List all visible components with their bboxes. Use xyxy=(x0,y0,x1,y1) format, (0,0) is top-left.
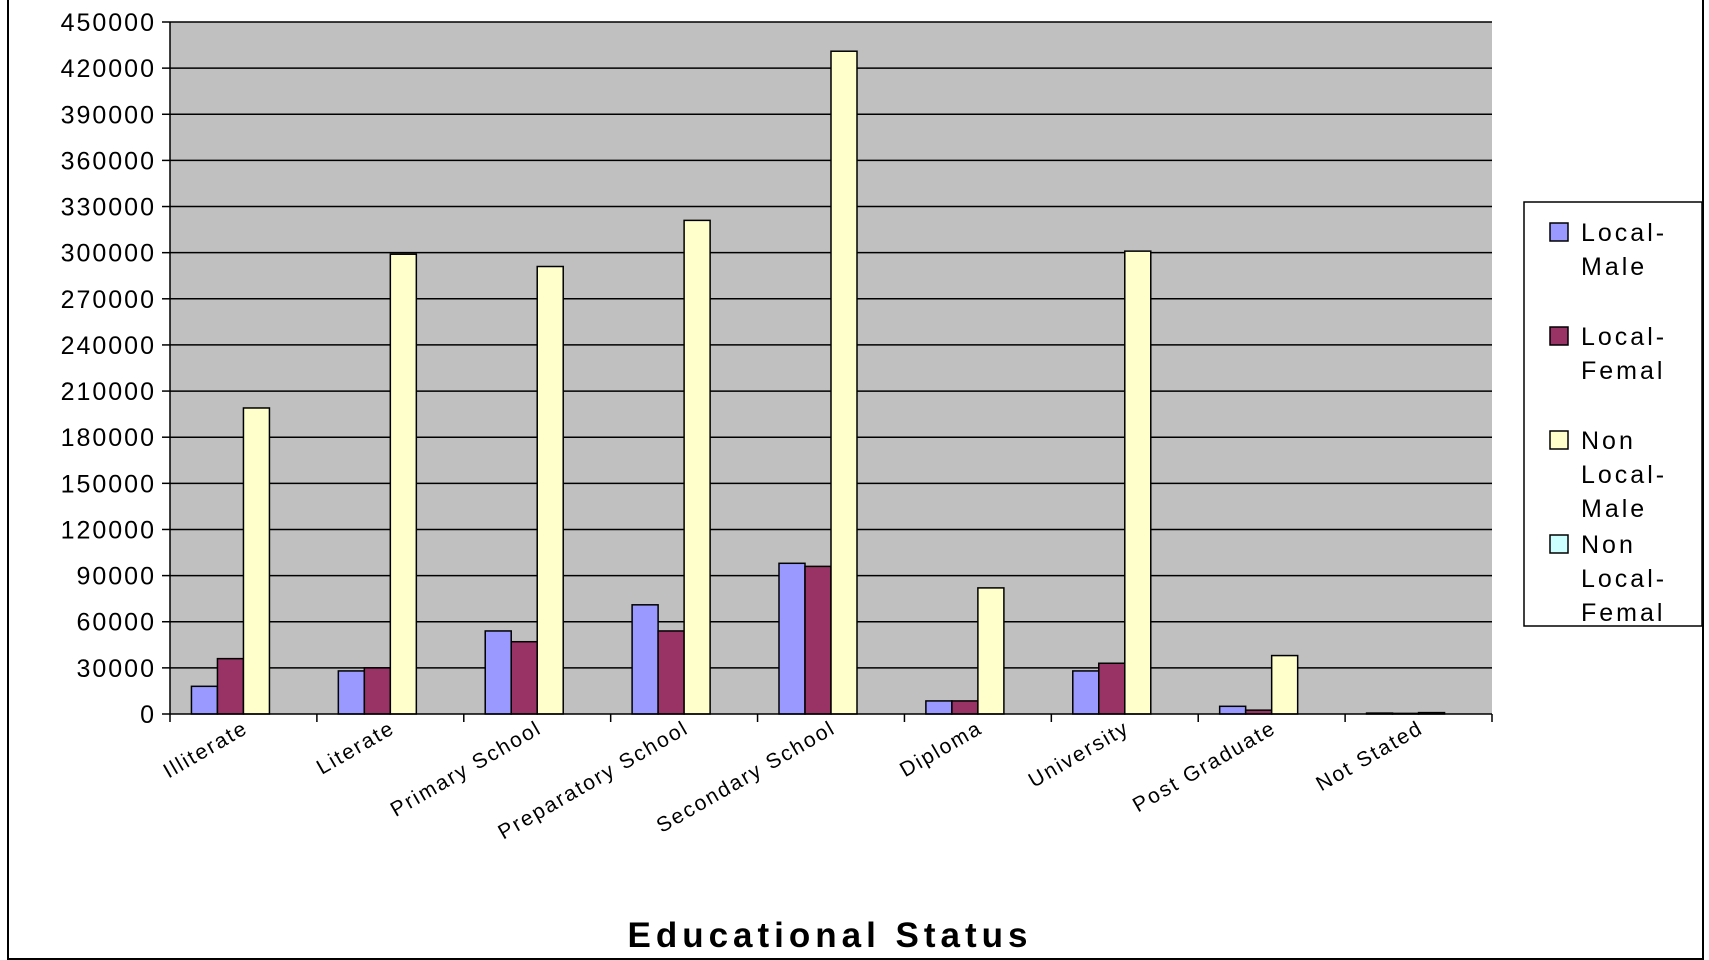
bar-local-femal xyxy=(1098,662,1126,715)
x-tick-label: Post Graduate xyxy=(1129,716,1280,817)
bar-local-male xyxy=(484,630,512,715)
x-tick-label: Literate xyxy=(313,716,399,779)
legend-box xyxy=(1523,201,1703,627)
bar-local-male xyxy=(1218,705,1247,715)
y-tick-label: 30000 xyxy=(76,655,156,683)
y-tick-label: 330000 xyxy=(61,194,156,222)
bar-local-femal xyxy=(216,657,245,715)
bar-local-male xyxy=(778,562,806,715)
bar-local-male xyxy=(631,604,659,715)
legend-label: Non Local-Femal xyxy=(1581,531,1667,627)
y-tick-label: 390000 xyxy=(61,101,156,129)
bar-non-local-male xyxy=(830,50,858,715)
y-tick-label: 90000 xyxy=(76,563,156,591)
y-tick-label: 180000 xyxy=(61,424,156,452)
legend-swatch xyxy=(1549,430,1569,450)
y-tick-label: 0 xyxy=(140,701,156,729)
y-tick-label: 450000 xyxy=(61,9,156,37)
bar-local-femal xyxy=(951,700,979,715)
y-tick-label: 420000 xyxy=(61,55,156,83)
y-tick-label: 300000 xyxy=(61,240,156,268)
x-tick-label: Illiterate xyxy=(159,716,252,783)
x-tick-label: Not Stated xyxy=(1312,716,1427,796)
axes xyxy=(162,21,1493,722)
legend-swatch xyxy=(1549,326,1569,346)
bars xyxy=(190,50,1446,715)
bar-local-male xyxy=(190,685,219,715)
bar-non-local-male xyxy=(977,587,1005,715)
bar-non-local-male xyxy=(683,219,711,715)
bar-non-local-male xyxy=(1270,654,1299,715)
y-tick-label: 120000 xyxy=(61,516,156,544)
bar-local-male xyxy=(337,670,366,715)
bar-non-local-male xyxy=(1124,250,1152,715)
x-tick-label: University xyxy=(1025,716,1134,792)
legend-label: Non Local-Male xyxy=(1581,427,1667,523)
y-tick-labels: 0 30000 60000 90000 120000 150000 180000 210000… xyxy=(61,9,156,729)
legend-label: Local-Male xyxy=(1581,219,1667,281)
y-tick-label: 60000 xyxy=(76,609,156,637)
bar-local-femal xyxy=(363,667,392,715)
y-tick-label: 150000 xyxy=(61,470,156,498)
bar-local-femal xyxy=(804,565,832,715)
x-tick-label: Primary School xyxy=(387,716,546,821)
x-tick-label: Diploma xyxy=(896,716,986,781)
y-tick-label: 360000 xyxy=(61,147,156,175)
y-tick-label: 240000 xyxy=(61,332,156,360)
bar-non-local-male xyxy=(536,265,564,715)
y-tick-label: 270000 xyxy=(61,286,156,314)
legend-swatch xyxy=(1549,534,1569,554)
legend-swatch xyxy=(1549,222,1569,242)
bar-non-local-male xyxy=(389,253,418,715)
bar-local-femal xyxy=(657,630,685,715)
bar-non-local-male xyxy=(242,407,271,715)
y-tick-label: 210000 xyxy=(61,378,156,406)
bar-local-male xyxy=(925,700,953,715)
legend-label: Local-Femal xyxy=(1581,323,1667,385)
x-axis-title: Educational Status xyxy=(627,916,1032,955)
bar-local-femal xyxy=(510,640,538,715)
bar-local-male xyxy=(1072,670,1100,715)
